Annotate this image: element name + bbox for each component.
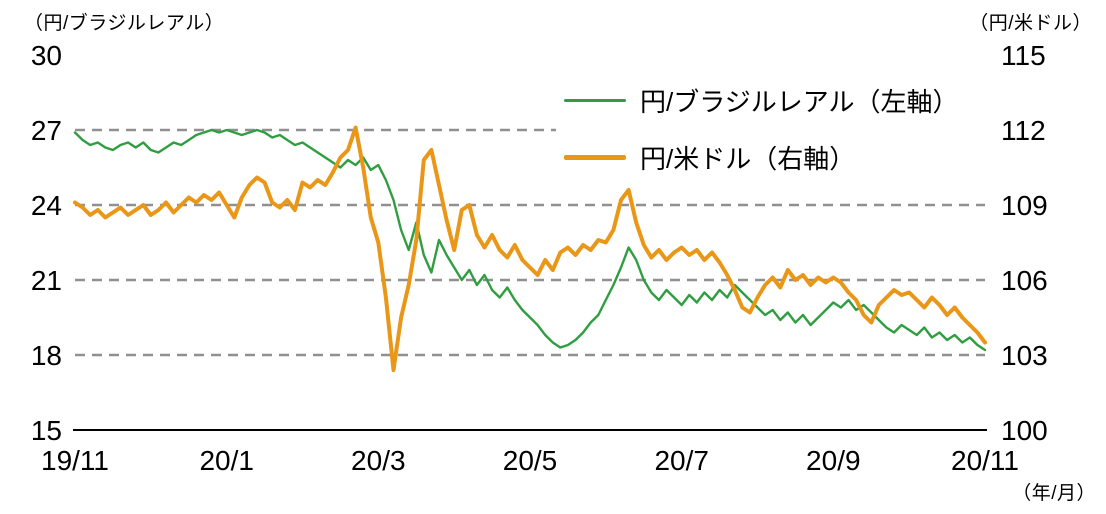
svg-text:18: 18 — [31, 340, 62, 371]
legend-label-brl: 円/ブラジルレアル（左軸） — [640, 87, 959, 117]
svg-text:30: 30 — [31, 40, 62, 71]
left-axis-unit-label: （円/ブラジルレアル） — [24, 13, 225, 34]
svg-text:100: 100 — [1001, 415, 1048, 446]
usd-line-swatch-icon — [564, 155, 626, 160]
svg-text:20/9: 20/9 — [806, 445, 861, 476]
svg-text:19/11: 19/11 — [41, 445, 109, 476]
svg-text:103: 103 — [1001, 340, 1048, 371]
legend-item-usd: 円/米ドル（右軸） — [564, 139, 994, 176]
svg-text:20/3: 20/3 — [351, 445, 406, 476]
svg-text:27: 27 — [31, 115, 62, 146]
legend-label-usd: 円/米ドル（右軸） — [640, 144, 856, 174]
svg-text:112: 112 — [1001, 115, 1046, 146]
right-axis-unit-label: （円/米ドル） — [969, 13, 1092, 34]
svg-text:20/5: 20/5 — [503, 445, 558, 476]
svg-text:21: 21 — [31, 265, 62, 296]
svg-text:20/11: 20/11 — [951, 445, 1019, 476]
svg-text:106: 106 — [1001, 265, 1048, 296]
svg-text:24: 24 — [31, 190, 62, 221]
chart-legend: 円/ブラジルレアル（左軸） 円/米ドル（右軸） — [556, 76, 994, 186]
svg-text:20/1: 20/1 — [199, 445, 254, 476]
svg-text:15: 15 — [31, 415, 62, 446]
svg-text:20/7: 20/7 — [654, 445, 709, 476]
legend-item-brl: 円/ブラジルレアル（左軸） — [564, 82, 994, 119]
svg-text:109: 109 — [1001, 190, 1048, 221]
brl-line-swatch-icon — [564, 99, 626, 102]
x-axis-unit-label: （年/月） — [1012, 483, 1096, 504]
svg-text:115: 115 — [1001, 40, 1046, 71]
